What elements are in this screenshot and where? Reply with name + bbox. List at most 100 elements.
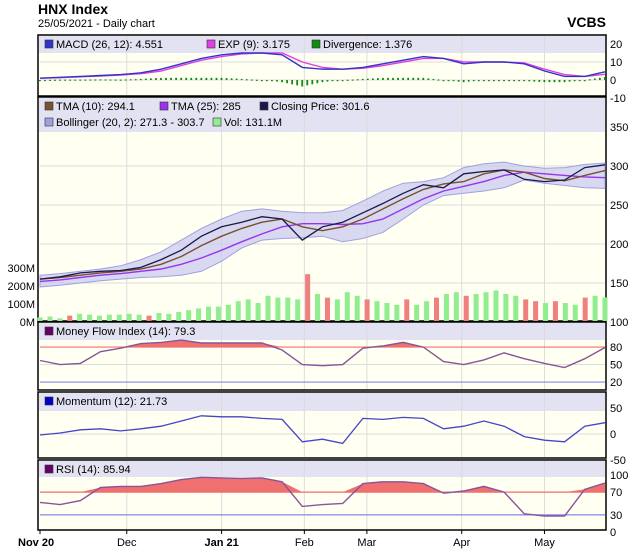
rsi-tick-label: 0 (610, 527, 616, 539)
divergence-bar (185, 77, 188, 80)
volume-bar (265, 295, 271, 321)
brand-label: VCBS (567, 14, 606, 30)
legend-entry: Divergence: 1.376 (323, 39, 412, 51)
divergence-bar (437, 79, 440, 81)
divergence-bar (64, 79, 67, 81)
price-legend-band (39, 98, 605, 132)
volume-bar (136, 314, 142, 321)
price-tick-label: 300 (610, 161, 628, 173)
tma25-line (39, 171, 606, 283)
macd-tick-label: 0 (610, 75, 616, 87)
legend-swatch (159, 101, 169, 111)
divergence-bar (503, 80, 505, 82)
volume-tick-label: 0M (20, 317, 35, 329)
divergence-bar (427, 78, 430, 80)
legend-entry: Bollinger (20, 2): 271.3 - 303.7 (56, 117, 205, 129)
volume-bar (305, 274, 311, 321)
divergence-bar (518, 80, 521, 82)
divergence-bar (260, 80, 263, 82)
mfi-tick-label: 80 (610, 342, 622, 354)
divergence-bar (397, 77, 399, 80)
divergence-bar (74, 79, 77, 81)
macd-legend-band (39, 36, 605, 53)
volume-bar (77, 313, 83, 321)
legend-swatch (44, 117, 54, 127)
divergence-bar (255, 79, 258, 81)
divergence-bar (604, 77, 606, 80)
volume-bar (453, 292, 459, 321)
momentum-legend-band (39, 393, 605, 411)
chart-title: HNX Index (38, 1, 108, 17)
volume-bar (513, 295, 519, 321)
volume-tick-label: 100M (7, 299, 35, 311)
volume-bar (225, 304, 231, 321)
legend-entry: MACD (26, 12): 4.551 (56, 39, 163, 51)
divergence-bar (180, 77, 183, 80)
legend-entry: RSI (14): 85.94 (56, 464, 131, 476)
price-tick-label: 350 (610, 122, 628, 134)
divergence-bar (144, 78, 147, 80)
momentum-line (39, 415, 606, 445)
divergence-bar (276, 80, 278, 82)
divergence-bar (109, 79, 112, 81)
divergence-bar (528, 80, 531, 82)
volume-bar (582, 297, 588, 321)
divergence-bar (361, 78, 364, 81)
legend-swatch (44, 396, 54, 406)
divergence-bar (79, 79, 82, 81)
mfi-line (39, 339, 606, 369)
volume-bar (503, 294, 509, 321)
x-axis-label: May (534, 537, 555, 549)
volume-bar (186, 310, 192, 321)
divergence-bar (442, 80, 445, 82)
price-tick-label: 150 (610, 278, 628, 290)
divergence-bar (538, 80, 541, 82)
volume-bar (295, 299, 301, 321)
divergence-bar (412, 77, 415, 80)
macd-tick-label: -10 (610, 93, 626, 105)
divergence-bar (578, 80, 581, 82)
divergence-bar (563, 80, 566, 83)
divergence-bar (543, 80, 546, 83)
volume-bar (206, 306, 212, 321)
volume-bar (493, 290, 499, 321)
price-panel (37, 96, 607, 322)
price-tick-label: 100 (610, 317, 628, 329)
divergence-bar (382, 77, 384, 80)
mfi-tick-label: 20 (610, 377, 622, 389)
volume-bar (424, 301, 430, 321)
volume-bar (196, 308, 202, 321)
legend-entry: EXP (9): 3.175 (218, 39, 290, 51)
x-axis-label: Jan 21 (204, 537, 238, 549)
volume-bar (57, 318, 63, 321)
volume-bar (414, 304, 420, 321)
volume-bar (463, 295, 469, 321)
divergence-bar (129, 79, 132, 81)
volume-bar (315, 294, 321, 321)
volume-bar (285, 297, 291, 321)
divergence-bar (134, 79, 137, 81)
legend-swatch (44, 464, 54, 474)
volume-bar (176, 312, 182, 321)
divergence-bar (301, 80, 304, 87)
divergence-bar (482, 80, 485, 82)
volume-bar (543, 303, 549, 321)
divergence-bar (99, 79, 102, 81)
legend-entry: Momentum (12): 21.73 (56, 396, 167, 408)
volume-bar (87, 314, 93, 321)
legend-entry: Vol: 131.1M (224, 117, 282, 129)
divergence-bar (371, 78, 374, 80)
volume-bar (106, 314, 112, 321)
divergence-bar (321, 80, 324, 83)
legend-swatch (44, 101, 54, 111)
divergence-bar (59, 79, 61, 81)
macd-tick-label: 10 (610, 57, 622, 69)
mfi-tick-label: 50 (610, 360, 622, 372)
volume-bar (116, 314, 122, 321)
legend-swatch (44, 326, 54, 336)
divergence-bar (124, 79, 127, 81)
divergence-bar (452, 80, 455, 82)
volume-bar (354, 295, 360, 321)
divergence-bar (104, 79, 107, 81)
